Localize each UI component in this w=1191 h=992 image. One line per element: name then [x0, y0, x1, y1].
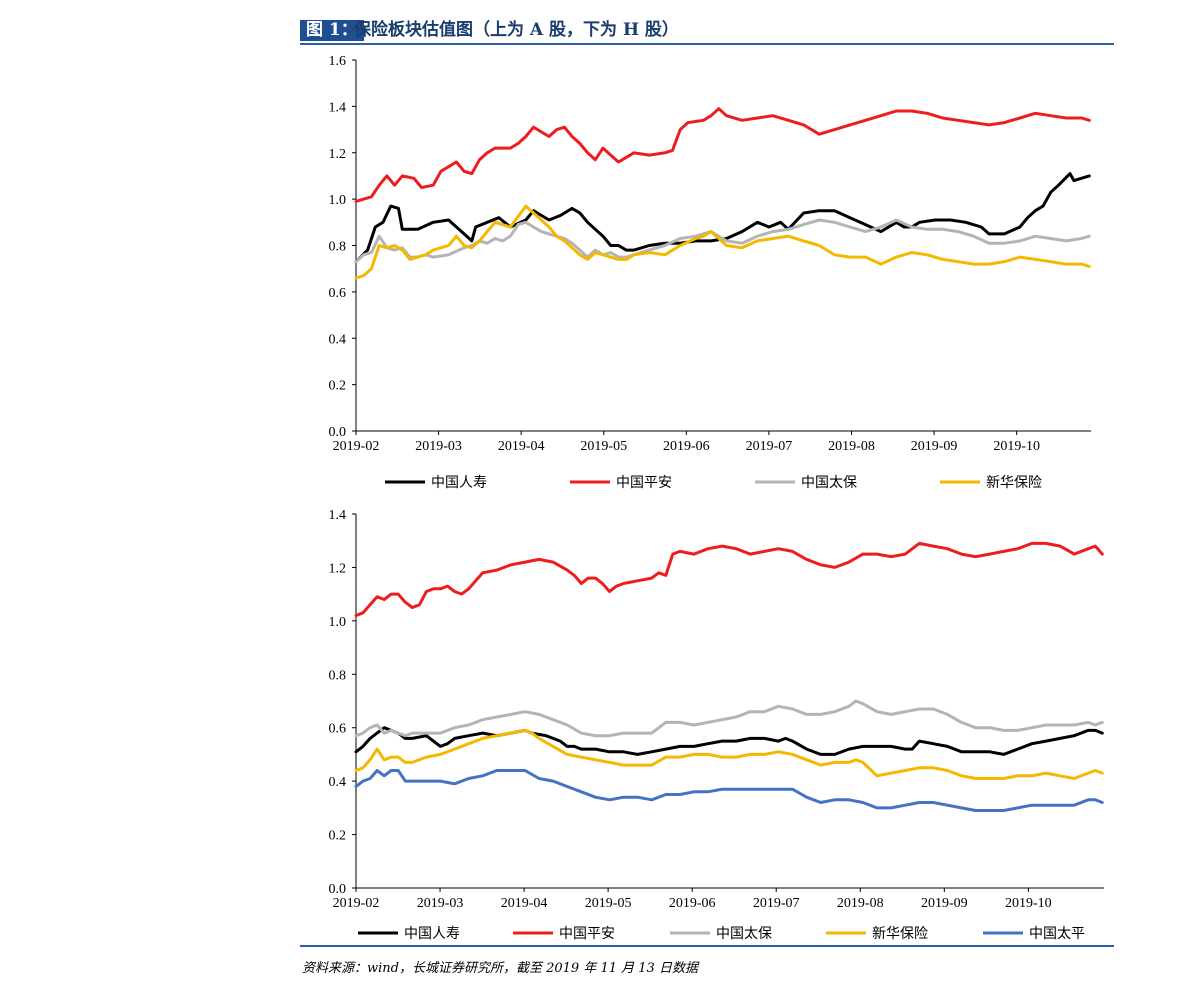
legend-label: 中国平安 — [616, 475, 672, 491]
series-line-4 — [354, 204, 1091, 280]
legend-label: 中国人寿 — [404, 925, 460, 942]
y-tick-label: 1.4 — [329, 508, 347, 523]
legend-label: 新华保险 — [872, 926, 928, 942]
y-tick-label: 1.4 — [329, 100, 347, 115]
x-tick-label: 2019-06 — [663, 439, 710, 454]
series-line-4 — [354, 728, 1104, 780]
legend-label: 新华保险 — [986, 475, 1042, 491]
series-line-2 — [354, 541, 1104, 617]
x-tick-label: 2019-08 — [837, 896, 884, 911]
x-tick-label: 2019-06 — [669, 896, 716, 911]
x-tick-label: 2019-02 — [333, 896, 380, 911]
legend-label: 中国太保 — [801, 475, 857, 491]
figure-header: 图 1： 保险板块估值图（上为 A 股，下为 H 股） — [300, 18, 1114, 45]
source-note: 资料来源：wind，长城证券研究所，截至 2019 年 11 月 13 日数据 — [302, 961, 698, 976]
figure-title: 保险板块估值图（上为 A 股，下为 H 股） — [354, 20, 679, 40]
x-tick-label: 2019-08 — [828, 439, 875, 454]
y-tick-label: 0.4 — [329, 775, 347, 790]
x-tick-label: 2019-10 — [1005, 896, 1052, 911]
x-tick-label: 2019-03 — [417, 896, 464, 911]
y-tick-label: 0.0 — [329, 425, 347, 440]
y-tick-label: 0.8 — [329, 240, 347, 255]
x-tick-label: 2019-07 — [746, 439, 793, 454]
series-line-3 — [354, 218, 1091, 264]
y-tick-label: 0.2 — [329, 379, 347, 394]
x-tick-label: 2019-05 — [585, 896, 632, 911]
x-tick-label: 2019-05 — [580, 439, 627, 454]
x-tick-label: 2019-10 — [993, 439, 1040, 454]
x-tick-label: 2019-03 — [415, 439, 462, 454]
y-tick-label: 0.2 — [329, 829, 347, 844]
x-tick-label: 2019-07 — [753, 896, 800, 911]
x-tick-label: 2019-02 — [333, 439, 380, 454]
y-tick-label: 1.2 — [329, 561, 347, 576]
y-tick-label: 0.6 — [329, 722, 347, 737]
series-line-3 — [354, 699, 1104, 738]
y-tick-label: 1.6 — [329, 54, 347, 69]
x-tick-label: 2019-04 — [498, 439, 545, 454]
figure-label: 图 1： — [300, 20, 364, 41]
h-share-valuation-chart: 0.0 0.2 0.4 0.6 0.8 1.0 1.2 1.4 2019-02 2019-03 20… — [329, 508, 1104, 942]
x-tick-label: 2019-09 — [921, 896, 968, 911]
y-tick-label: 0.6 — [329, 286, 347, 301]
series-line-2 — [354, 107, 1091, 203]
y-tick-label: 1.0 — [329, 193, 347, 208]
footer-rule — [300, 945, 1114, 947]
y-tick-label: 0.8 — [329, 668, 347, 683]
y-tick-label: 1.2 — [329, 147, 347, 162]
a-share-valuation-chart: 0.0 0.2 0.4 0.6 0.8 1.0 1.2 1.4 1.6 2019-02 2019-0… — [329, 54, 1091, 491]
legend-label: 中国太保 — [716, 926, 772, 942]
x-tick-label: 2019-04 — [501, 896, 548, 911]
y-tick-label: 0.0 — [329, 882, 347, 897]
series-line-5 — [354, 769, 1104, 812]
legend-label: 中国太平 — [1029, 926, 1085, 942]
legend-label: 中国平安 — [559, 926, 615, 942]
x-tick-label: 2019-09 — [911, 439, 958, 454]
series-line-1 — [354, 172, 1091, 264]
series-line-1 — [354, 726, 1104, 756]
legend-label: 中国人寿 — [431, 474, 487, 491]
y-tick-label: 0.4 — [329, 332, 347, 347]
y-tick-label: 1.0 — [329, 615, 347, 630]
header-rule — [300, 43, 1114, 45]
